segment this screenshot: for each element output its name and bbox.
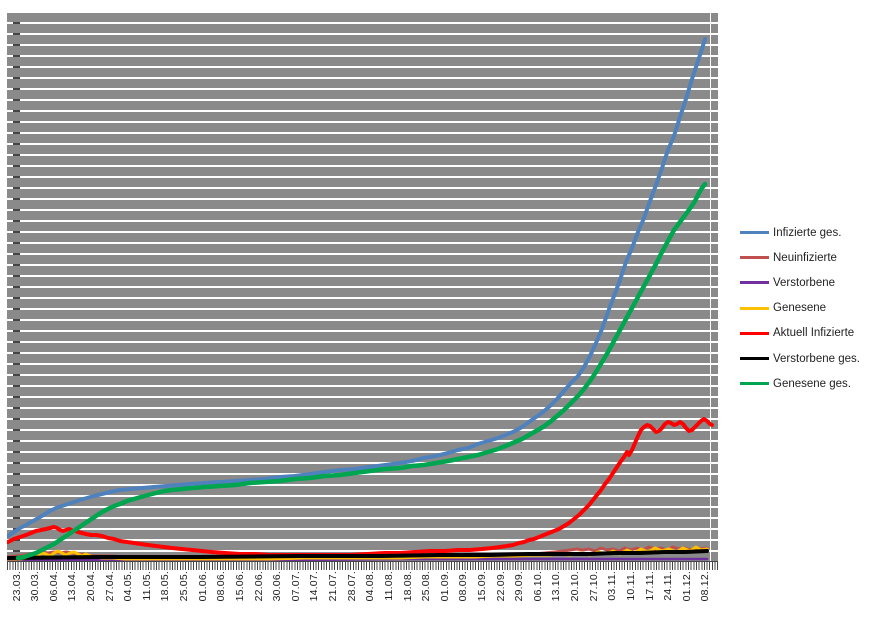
legend-item-4[interactable]: Genesene — [740, 296, 860, 321]
x-axis-label[interactable]: 04.05. — [122, 571, 135, 602]
legend-item-5[interactable]: Aktuell Infizierte — [740, 321, 860, 346]
legend-label: Genesene ges. — [773, 377, 852, 390]
x-axis-label[interactable]: 30.03. — [29, 571, 42, 602]
x-axis-label[interactable]: 28.07. — [345, 571, 358, 602]
x-axis-label[interactable]: 10.11. — [624, 571, 637, 601]
legend-item-2[interactable]: Neuinfizierte — [740, 245, 860, 270]
x-axis-label[interactable]: 27.04. — [103, 571, 116, 602]
legend-item-6[interactable]: Verstorbene ges. — [740, 346, 860, 371]
x-axis-label[interactable]: 13.10. — [550, 571, 563, 602]
x-axis-label[interactable]: 18.05. — [159, 571, 172, 602]
x-axis-label[interactable]: 03.11. — [606, 571, 619, 601]
legend-label: Infizierte ges. — [773, 226, 842, 239]
x-axis-ticks — [7, 562, 719, 570]
y-axis-ticks — [13, 13, 20, 561]
legend-line-icon — [740, 231, 769, 235]
legend-label: Aktuell Infizierte — [773, 327, 855, 340]
x-axis-label[interactable]: 25.05. — [178, 571, 191, 602]
x-axis-label[interactable]: 15.06. — [233, 571, 246, 602]
chart-lines — [7, 37, 714, 561]
x-axis-label[interactable]: 23.03. — [10, 571, 23, 602]
legend-item-3[interactable]: Verstorbene — [740, 270, 860, 295]
series-line-5[interactable] — [7, 417, 714, 557]
x-axis-label[interactable]: 22.09. — [494, 571, 507, 602]
series-line-4[interactable] — [7, 545, 709, 561]
x-axis-label[interactable]: 07.07. — [289, 571, 302, 602]
x-axis-label[interactable]: 08.09. — [457, 571, 470, 602]
x-axis-label[interactable]: 17.11. — [643, 571, 656, 601]
x-axis-label[interactable]: 14.07. — [308, 571, 321, 602]
x-axis-label[interactable]: 24.11. — [662, 571, 675, 601]
legend-label: Genesene — [773, 302, 827, 315]
legend[interactable]: Infizierte ges. Neuinfizierte Verstorbene G… — [740, 220, 860, 396]
x-axis-label[interactable]: 25.08. — [420, 571, 433, 602]
series-line-6[interactable] — [7, 549, 709, 560]
plot-right-gridline — [709, 13, 711, 561]
legend-item-1[interactable]: Infizierte ges. — [740, 220, 860, 245]
legend-label: Verstorbene ges. — [773, 352, 860, 365]
x-axis-label[interactable]: 20.04. — [84, 571, 97, 602]
x-axis-label[interactable]: 13.04. — [66, 571, 79, 602]
x-axis-label[interactable]: 20.10. — [569, 571, 582, 602]
legend-label: Neuinfizierte — [773, 251, 837, 264]
x-axis-label[interactable]: 08.12. — [699, 571, 712, 602]
x-axis-label[interactable]: 06.10. — [531, 571, 544, 602]
legend-line-icon — [740, 281, 769, 285]
series-line-7[interactable] — [15, 181, 708, 561]
x-axis-label[interactable]: 08.06. — [215, 571, 228, 602]
x-axis-label[interactable]: 18.08. — [401, 571, 414, 602]
plot-area[interactable] — [7, 13, 718, 562]
x-axis-label[interactable]: 29.09. — [513, 571, 526, 602]
series-line-1[interactable] — [7, 37, 707, 538]
legend-line-icon — [740, 256, 769, 260]
x-axis-label[interactable]: 01.09. — [438, 571, 451, 602]
legend-line-icon — [740, 357, 769, 361]
legend-line-icon — [740, 382, 769, 386]
legend-line-icon — [740, 306, 769, 310]
x-axis-label[interactable]: 04.08. — [364, 571, 377, 602]
legend-item-7[interactable]: Genesene ges. — [740, 371, 860, 396]
x-axis-label[interactable]: 11.08. — [382, 571, 395, 601]
x-axis-label[interactable]: 22.06. — [252, 571, 265, 602]
x-axis-label[interactable]: 21.07. — [327, 571, 340, 602]
legend-label: Verstorbene — [773, 276, 836, 289]
x-axis-label[interactable]: 01.12. — [680, 571, 693, 602]
x-axis-label[interactable]: 11.05. — [140, 571, 153, 601]
x-axis-label[interactable]: 06.04. — [47, 571, 60, 602]
x-axis-label[interactable]: 01.06. — [196, 571, 209, 602]
x-axis-label[interactable]: 30.06. — [271, 571, 284, 602]
x-axis-label[interactable]: 15.09. — [476, 571, 488, 602]
x-axis-label[interactable]: 27.10. — [587, 571, 600, 602]
legend-line-icon — [740, 331, 769, 335]
